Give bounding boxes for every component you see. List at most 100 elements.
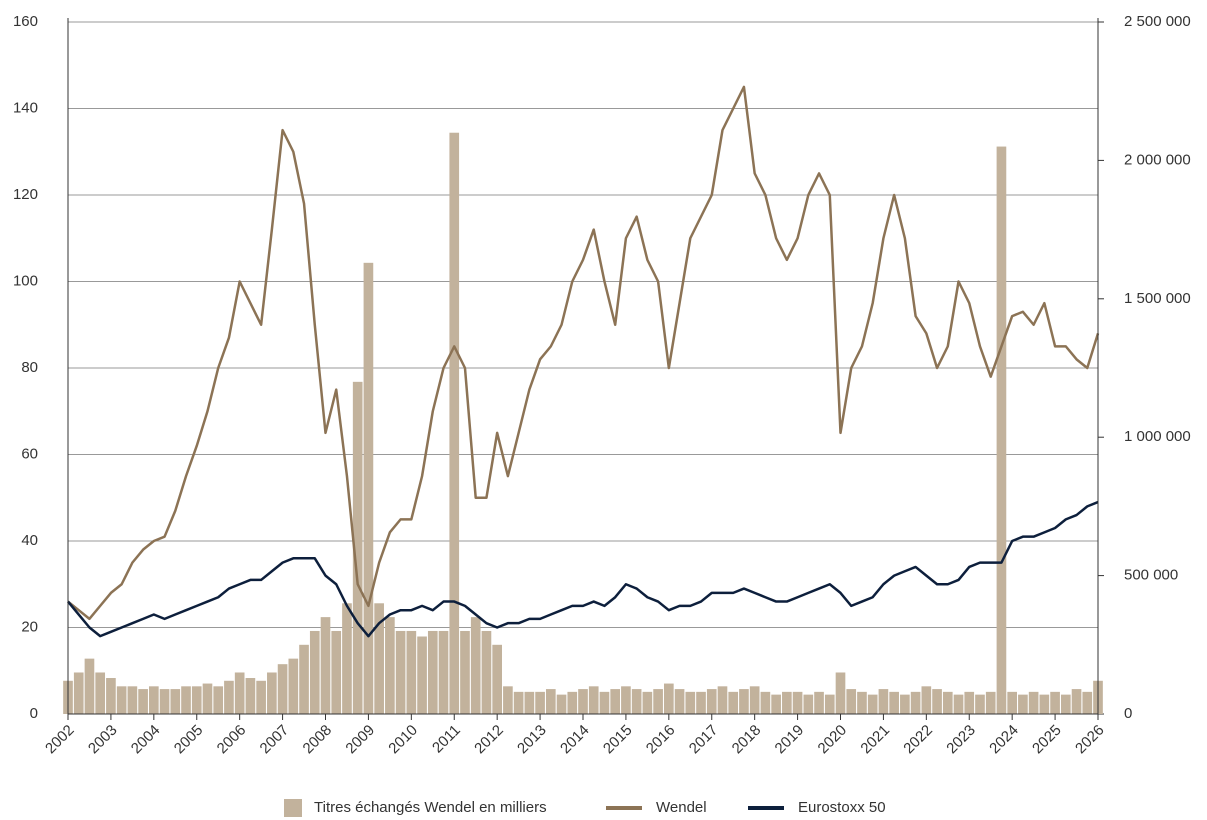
- volume-bar: [599, 691, 610, 714]
- volume-bar: [213, 686, 224, 714]
- volume-bar: [749, 686, 760, 714]
- x-tick-label: 2016: [643, 722, 679, 758]
- x-tick-label: 2012: [471, 722, 507, 758]
- volume-bar: [942, 691, 953, 714]
- y2-tick-label: 2 500 000: [1124, 13, 1191, 30]
- series-line: [67, 500, 1099, 638]
- volume-bar: [814, 691, 824, 714]
- volume-bar: [631, 689, 642, 714]
- volume-bar: [149, 686, 159, 714]
- x-tick-label: 2008: [300, 722, 336, 758]
- volume-bar: [578, 689, 588, 714]
- volume-bar: [245, 678, 256, 714]
- y2-tick-label: 500 000: [1124, 567, 1178, 584]
- x-tick-label: 2009: [342, 722, 378, 758]
- y-tick-label: 40: [21, 532, 38, 549]
- volume-bar: [256, 680, 266, 714]
- y-tick-label: 60: [21, 445, 38, 462]
- volume-bar: [524, 691, 535, 714]
- volume-bar: [771, 694, 781, 714]
- volume-bar: [717, 686, 728, 714]
- volume-bar: [1082, 691, 1093, 714]
- volume-bar: [331, 630, 342, 714]
- volume-bar: [342, 603, 352, 714]
- y-tick-label: 20: [21, 618, 38, 635]
- volume-bar: [728, 691, 739, 714]
- y2-tick-label: 1 000 000: [1124, 428, 1191, 445]
- volume-bar: [985, 691, 996, 714]
- volume-bar: [953, 694, 964, 714]
- volume-bar: [95, 672, 106, 714]
- y-tick-label: 160: [13, 13, 38, 30]
- x-tick-label: 2017: [686, 722, 722, 758]
- x-tick-label: 2014: [557, 722, 593, 758]
- x-tick-label: 2020: [815, 722, 851, 758]
- volume-bar: [73, 672, 84, 714]
- volume-bar: [191, 686, 202, 714]
- x-tick-label: 2005: [171, 722, 207, 758]
- volume-bar: [782, 691, 792, 714]
- x-tick-label: 2025: [1029, 722, 1065, 758]
- volume-bar: [706, 689, 717, 714]
- volume-bar: [674, 689, 685, 714]
- y2-tick-label: 2 000 000: [1124, 151, 1191, 168]
- volume-bar: [417, 636, 427, 714]
- y-tick-label: 140: [13, 99, 38, 116]
- volume-bar: [739, 689, 749, 714]
- volume-bar: [621, 686, 631, 714]
- volume-bar: [567, 691, 578, 714]
- volume-bar: [803, 694, 814, 714]
- volume-bar: [932, 689, 942, 714]
- volume-bar: [900, 694, 910, 714]
- volume-bar: [664, 683, 674, 714]
- volume-bar: [385, 617, 395, 714]
- volume-bar: [481, 630, 492, 714]
- y2-tick-label: 0: [1124, 705, 1132, 722]
- series-line: [67, 85, 1100, 621]
- y2-tick-label: 1 500 000: [1124, 290, 1191, 307]
- volume-bar: [1071, 689, 1082, 714]
- volume-bar: [889, 691, 899, 714]
- volume-bar: [106, 678, 116, 714]
- volume-bar: [696, 691, 706, 714]
- volume-bar: [395, 630, 406, 714]
- volume-bar: [857, 691, 867, 714]
- legend-swatch: [284, 799, 302, 817]
- volume-bar: [267, 672, 277, 714]
- volume-bar: [792, 691, 803, 714]
- volume-bar: [878, 689, 889, 714]
- volume-bar: [492, 644, 502, 714]
- volume-bar: [975, 694, 985, 714]
- volume-bar: [116, 686, 127, 714]
- volume-bar: [824, 694, 835, 714]
- x-tick-label: 2021: [857, 722, 893, 758]
- volume-bar: [202, 683, 213, 714]
- volume-bar: [288, 658, 299, 714]
- volume-bar: [299, 644, 309, 714]
- volume-bar: [127, 686, 138, 714]
- y-tick-label: 100: [13, 272, 38, 289]
- volume-bar: [760, 691, 771, 714]
- volume-bar: [588, 686, 599, 714]
- x-tick-label: 2024: [986, 722, 1022, 758]
- x-tick-label: 2023: [943, 722, 979, 758]
- volume-bar: [996, 146, 1007, 714]
- volume-bar: [1050, 691, 1060, 714]
- x-tick-label: 2003: [85, 722, 121, 758]
- volume-bar: [921, 686, 932, 714]
- volume-bar: [224, 680, 234, 714]
- volume-bar: [138, 689, 148, 714]
- volume-bar: [309, 630, 320, 714]
- y-tick-label: 80: [21, 359, 38, 376]
- volume-bar: [170, 689, 181, 714]
- y-tick-label: 120: [13, 186, 38, 203]
- volume-bar: [1039, 694, 1050, 714]
- x-tick-label: 2006: [214, 722, 250, 758]
- volume-bar: [363, 262, 374, 714]
- volume-bar: [846, 689, 857, 714]
- x-tick-label: 2026: [1072, 722, 1108, 758]
- x-tick-label: 2004: [128, 722, 164, 758]
- volume-bar: [1018, 694, 1028, 714]
- volume-bar: [159, 689, 170, 714]
